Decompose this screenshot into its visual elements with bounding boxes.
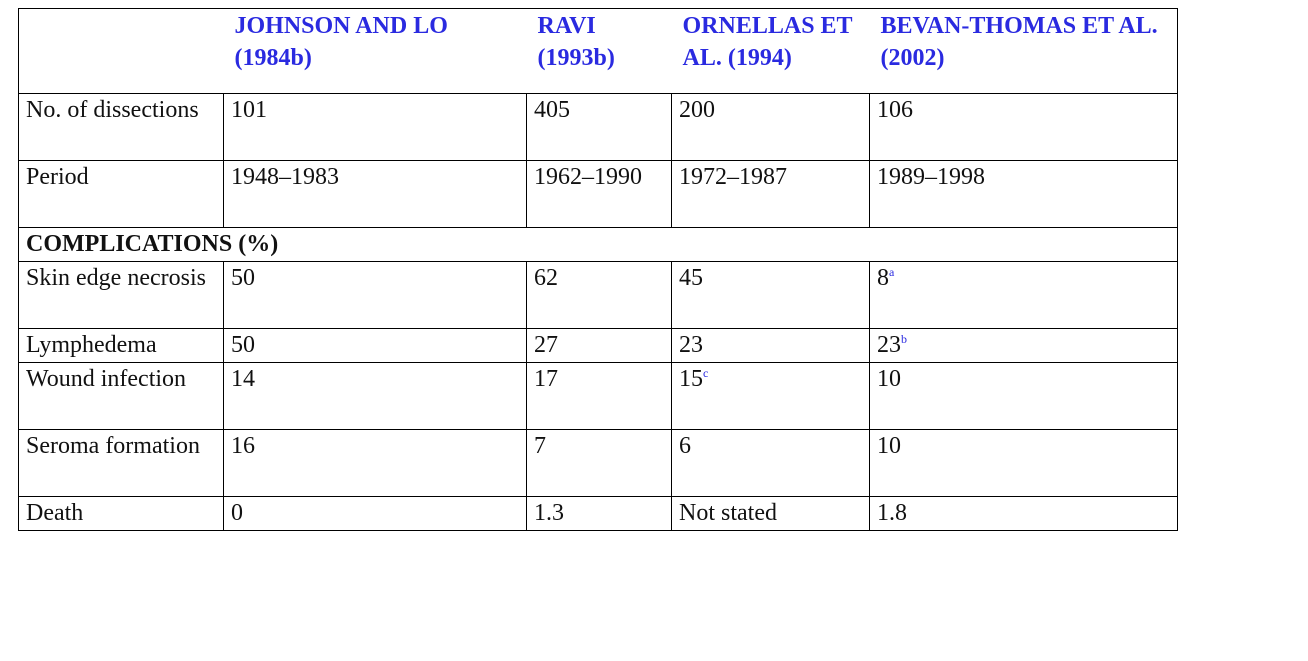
header-bevan-thomas: BEVAN-THOMAS ET AL. (2002)	[869, 8, 1178, 94]
section-row: COMPLICATIONS (%)	[18, 227, 1178, 262]
table-cell: 1.3	[526, 496, 672, 531]
table-cell: 45	[671, 261, 870, 329]
section-label: COMPLICATIONS (%)	[18, 227, 1178, 262]
table-cell: 106	[869, 93, 1178, 161]
table-row: Seroma formation 16 7 6 10	[18, 429, 1178, 497]
table-cell: Not stated	[671, 496, 870, 531]
table-row: Period 1948–1983 1962–1990 1972–1987 198…	[18, 160, 1178, 228]
row-label: Skin edge necrosis	[18, 261, 224, 329]
table-cell: 14	[223, 362, 527, 430]
table-cell: 1972–1987	[671, 160, 870, 228]
footnote-marker-link[interactable]: a	[889, 265, 895, 279]
table-row: No. of dissections 101 405 200 106	[18, 93, 1178, 161]
row-label: Seroma formation	[18, 429, 224, 497]
table-cell: 200	[671, 93, 870, 161]
table-cell: 23	[671, 328, 870, 363]
table-cell: 1948–1983	[223, 160, 527, 228]
cell-value: 15	[679, 366, 703, 392]
footnote-marker-link[interactable]: b	[901, 332, 907, 346]
row-label: Period	[18, 160, 224, 228]
table-cell: 101	[223, 93, 527, 161]
header-johnson-lo: JOHNSON AND LO (1984b)	[223, 8, 527, 94]
table-cell: 15c	[671, 362, 870, 430]
footnote-marker-link[interactable]: c	[703, 366, 709, 380]
table-row: Lymphedema 50 27 23 23b	[18, 328, 1178, 363]
header-ravi: RAVI (1993b)	[526, 8, 672, 94]
table-cell: 0	[223, 496, 527, 531]
complications-table: JOHNSON AND LO (1984b) RAVI (1993b) ORNE…	[18, 8, 1178, 531]
table-cell: 1962–1990	[526, 160, 672, 228]
table-cell: 1989–1998	[869, 160, 1178, 228]
cell-value: 23	[877, 332, 901, 358]
header-empty-cell	[18, 8, 224, 94]
table-cell: 27	[526, 328, 672, 363]
table-row: Death 0 1.3 Not stated 1.8	[18, 496, 1178, 531]
table-cell: 16	[223, 429, 527, 497]
table-cell: 6	[671, 429, 870, 497]
table-cell: 10	[869, 362, 1178, 430]
table-cell: 405	[526, 93, 672, 161]
table-cell: 1.8	[869, 496, 1178, 531]
cell-value: 8	[877, 265, 889, 291]
table-cell: 23b	[869, 328, 1178, 363]
table-header-row: JOHNSON AND LO (1984b) RAVI (1993b) ORNE…	[18, 8, 1178, 94]
row-label: Lymphedema	[18, 328, 224, 363]
table-cell: 50	[223, 328, 527, 363]
row-label: No. of dissections	[18, 93, 224, 161]
table-cell: 7	[526, 429, 672, 497]
table-cell: 50	[223, 261, 527, 329]
table-row: Wound infection 14 17 15c 10	[18, 362, 1178, 430]
row-label: Wound infection	[18, 362, 224, 430]
table-cell: 8a	[869, 261, 1178, 329]
table-cell: 62	[526, 261, 672, 329]
header-ornellas: ORNELLAS ET AL. (1994)	[671, 8, 870, 94]
table-row: Skin edge necrosis 50 62 45 8a	[18, 261, 1178, 329]
row-label: Death	[18, 496, 224, 531]
table-cell: 17	[526, 362, 672, 430]
table-cell: 10	[869, 429, 1178, 497]
